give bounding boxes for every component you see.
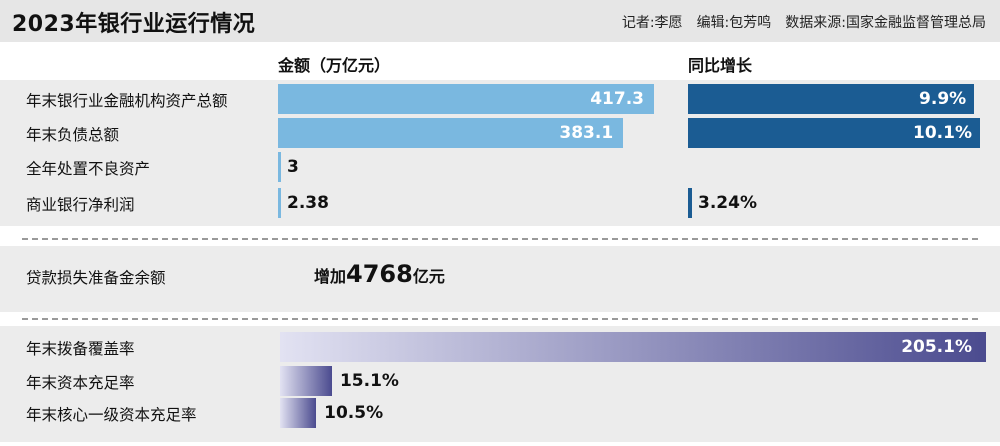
amount-column-header: 金额（万亿元） [278, 56, 391, 75]
middle-panel [0, 246, 1000, 312]
growth-bar [688, 84, 975, 114]
row-label: 年末负债总额 [26, 126, 120, 144]
credits: 记者:李愿 编辑:包芳鸣 数据来源:国家金融监督管理总局 [622, 12, 986, 32]
growth-value-label: 3.24% [698, 193, 757, 213]
amount-value-label: 2.38 [287, 193, 329, 213]
editor-credit: 编辑:包芳鸣 [696, 15, 772, 31]
growth-column-header: 同比增长 [688, 56, 753, 75]
loan-loss-reserve-value: 增加4768亿元 [314, 260, 445, 288]
row-label: 年末拨备覆盖率 [26, 340, 135, 358]
divider [22, 238, 978, 240]
amount-bar [278, 188, 281, 218]
amount-value-label: 383.1 [559, 123, 614, 143]
row-label: 年末核心一级资本充足率 [26, 406, 197, 424]
row-label: 商业银行净利润 [26, 196, 135, 214]
value-number: 4768 [346, 260, 413, 288]
growth-value-label: 9.9% [919, 89, 967, 109]
ratio-value-label: 15.1% [339, 371, 399, 391]
amount-value-label: 417.3 [590, 89, 644, 109]
value-prefix: 增加 [314, 267, 347, 286]
ratio-value-label: 205.1% [901, 337, 972, 357]
divider [22, 318, 978, 320]
amount-bar [278, 152, 281, 182]
amount-bar [278, 84, 654, 114]
amount-bar [278, 118, 624, 148]
ratio-bar [280, 366, 332, 396]
ratio-bar [280, 398, 317, 428]
loan-loss-reserve-label: 贷款损失准备金余额 [26, 269, 166, 287]
ratio-value-label: 10.5% [324, 403, 384, 423]
source-credit: 数据来源:国家金融监督管理总局 [785, 15, 986, 31]
value-suffix: 亿元 [412, 267, 445, 286]
header-band: 2023年银行业运行情况 记者:李愿 编辑:包芳鸣 数据来源:国家金融监督管理总… [0, 0, 1000, 42]
row-label: 年末银行业金融机构资产总额 [26, 92, 228, 110]
growth-value-label: 10.1% [913, 123, 972, 143]
reporter-credit: 记者:李愿 [621, 15, 683, 31]
growth-bar [688, 118, 980, 148]
page-title: 2023年银行业运行情况 [12, 12, 256, 37]
row-label: 年末资本充足率 [26, 374, 135, 392]
amount-value-label: 3 [287, 157, 299, 177]
row-label: 全年处置不良资产 [26, 160, 151, 178]
ratio-bar [280, 332, 986, 362]
growth-bar [688, 188, 692, 218]
